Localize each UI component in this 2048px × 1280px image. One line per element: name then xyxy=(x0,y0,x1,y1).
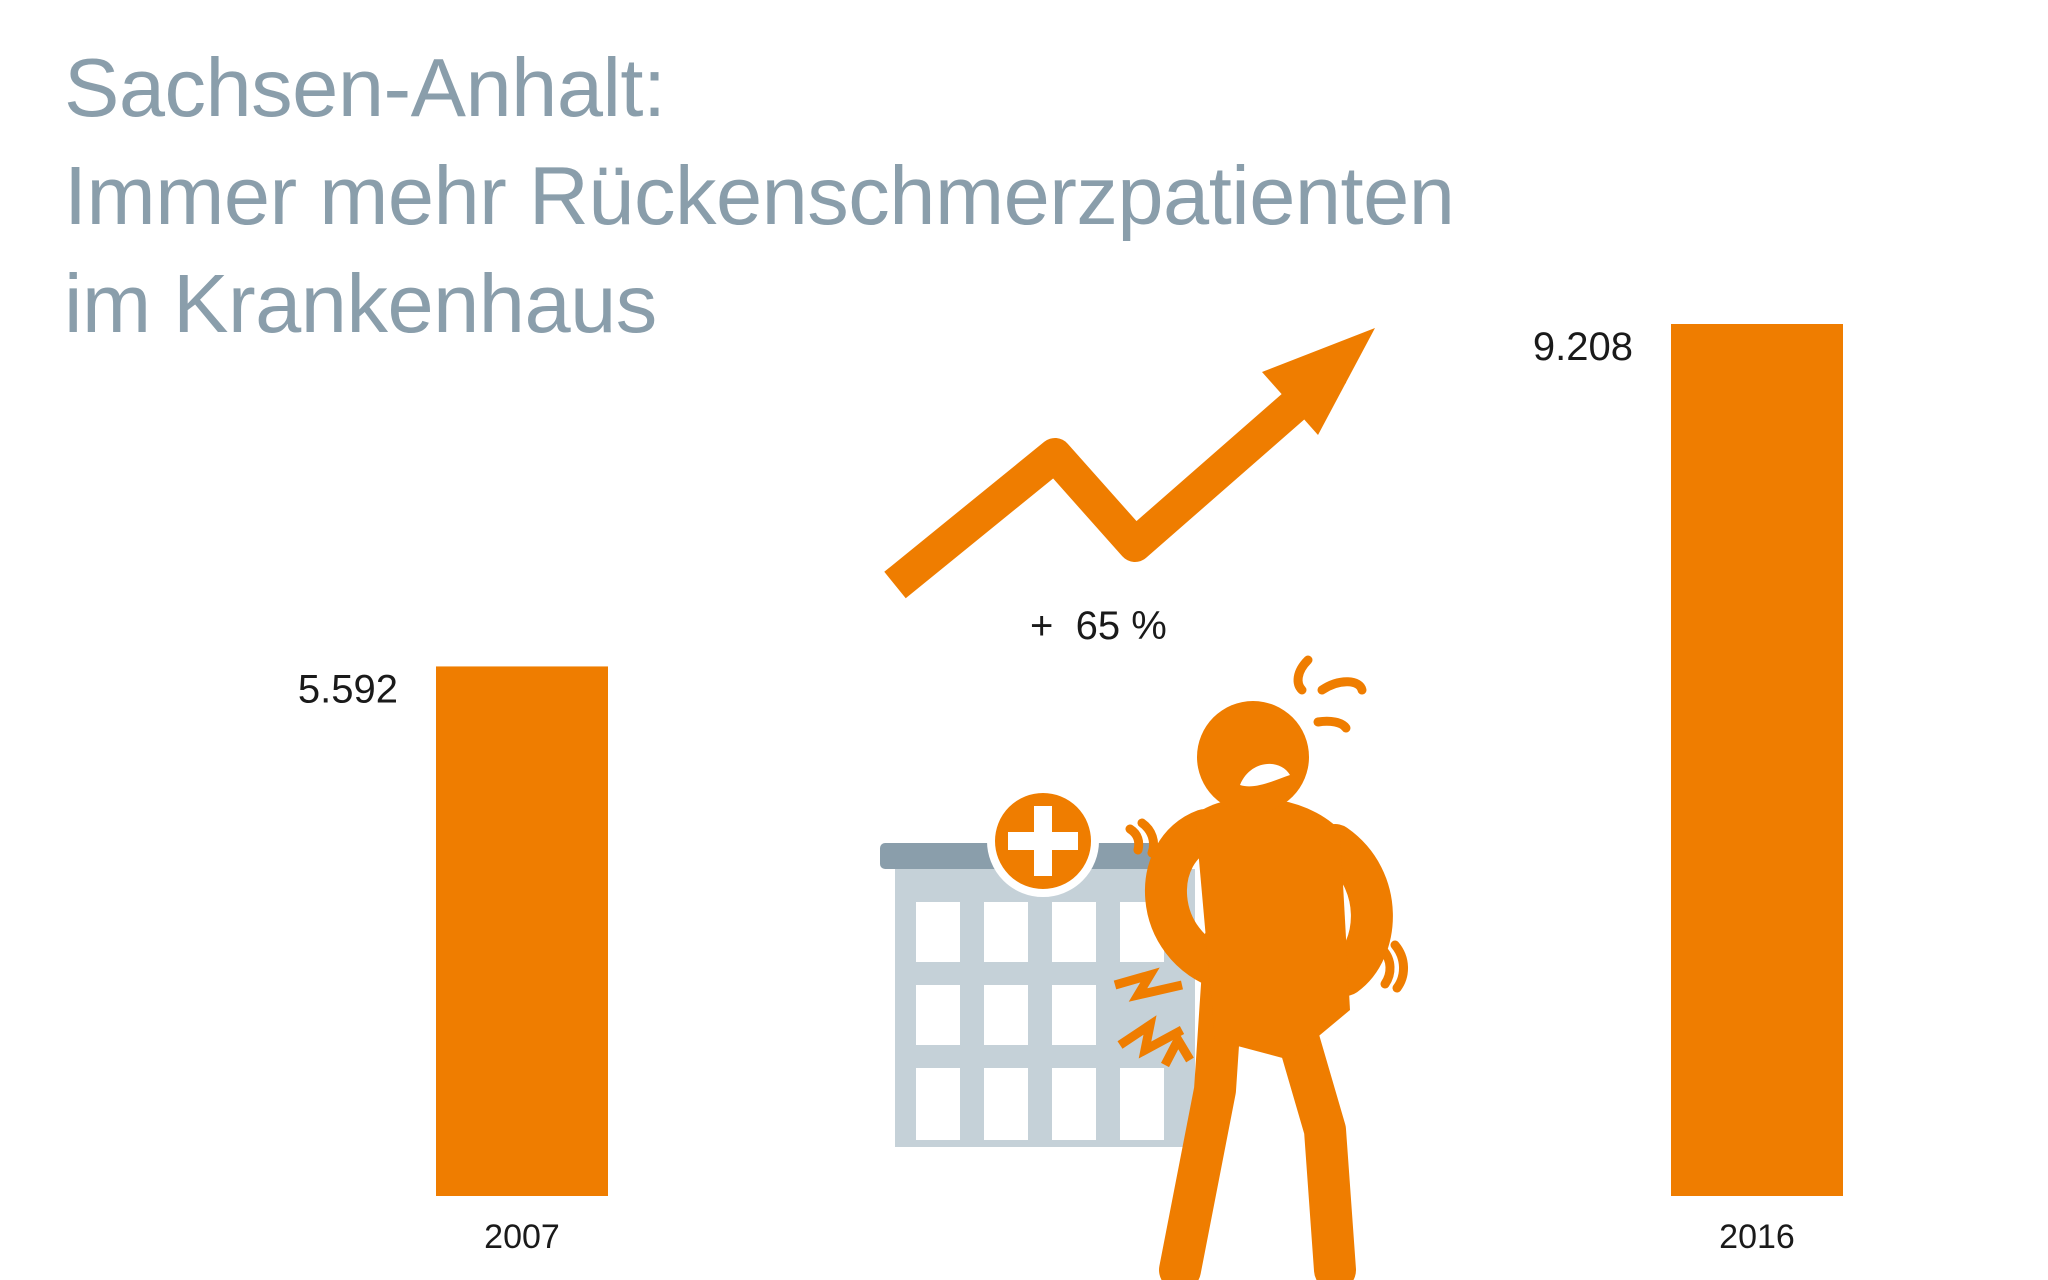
bar-2016 xyxy=(1671,324,1843,1196)
trend-arrow-icon xyxy=(884,328,1375,599)
change-percentage-label: + 65 % xyxy=(1030,604,1167,648)
bar-value-label-2016: 9.208 xyxy=(1533,325,1633,369)
hospital-icon xyxy=(880,785,1195,1147)
bar-2007 xyxy=(436,666,608,1196)
x-tick-label-2016: 2016 xyxy=(1719,1218,1795,1256)
chart-title: Sachsen-Anhalt: Immer mehr Rückenschmerz… xyxy=(64,34,1455,358)
bar-value-label-2007: 5.592 xyxy=(298,667,398,711)
title-line-3: im Krankenhaus xyxy=(64,257,657,350)
title-line-2: Immer mehr Rückenschmerzpatienten xyxy=(64,149,1455,242)
bars-layer: 5.592 2007 9.208 2016 xyxy=(298,324,1843,1256)
title-line-1: Sachsen-Anhalt: xyxy=(64,41,666,134)
back-pain-person-icon xyxy=(1113,655,1408,1280)
x-tick-label-2007: 2007 xyxy=(484,1218,560,1256)
